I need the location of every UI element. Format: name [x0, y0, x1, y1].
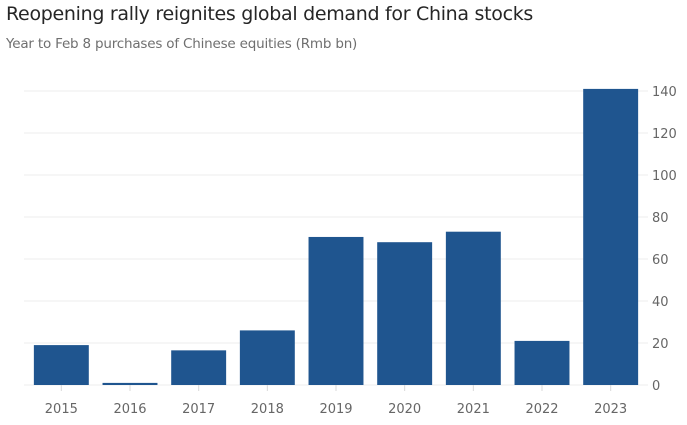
y-tick-label: 60	[652, 253, 669, 268]
y-tick-label: 100	[652, 169, 677, 184]
x-axis: 2015 2016 2017 2018 2019 2020 2021 2022 2023	[45, 385, 627, 417]
y-tick-label: 20	[652, 337, 669, 352]
bar-2019	[308, 236, 364, 385]
x-tick-label: 2022	[525, 402, 558, 417]
y-tick-label: 140	[652, 85, 677, 100]
bar-2020	[377, 242, 433, 385]
bar-2017	[171, 350, 227, 385]
chart-subtitle: Year to Feb 8 purchases of Chinese equit…	[6, 36, 358, 52]
y-tick-label: 80	[652, 211, 669, 226]
bar-2021	[445, 231, 501, 385]
y-tick-label: 40	[652, 295, 669, 310]
x-tick-label: 2016	[113, 402, 146, 417]
x-tick-label: 2017	[182, 402, 215, 417]
bar-2018	[239, 330, 295, 385]
bar-2016	[102, 382, 158, 385]
bar-2023	[583, 88, 639, 386]
x-tick-label: 2020	[388, 402, 421, 417]
x-tick-label: 2021	[457, 402, 490, 417]
bars	[33, 88, 639, 386]
bar-2022	[514, 340, 570, 385]
y-axis: 0 20 40 60 80 100 120 140	[652, 85, 677, 394]
y-tick-label: 0	[652, 379, 660, 394]
chart-title: Reopening rally reignites global demand …	[6, 3, 534, 25]
x-tick-label: 2023	[594, 402, 627, 417]
x-tick-label: 2019	[319, 402, 352, 417]
x-tick-label: 2015	[45, 402, 78, 417]
y-tick-label: 120	[652, 127, 677, 142]
x-tick-label: 2018	[251, 402, 284, 417]
bar-2015	[33, 345, 89, 385]
